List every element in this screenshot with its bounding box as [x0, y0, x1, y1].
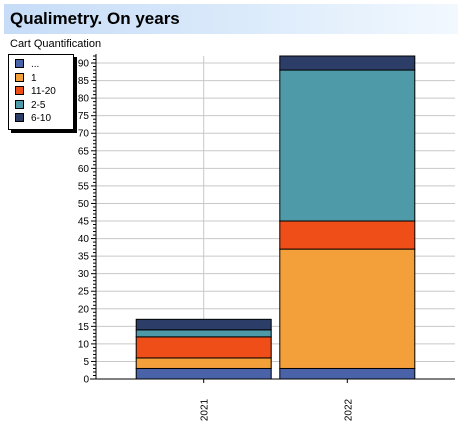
chart-subtitle: Cart Quantification — [10, 38, 102, 50]
legend-label: ... — [31, 59, 40, 70]
y-tick-label: 85 — [78, 76, 90, 87]
y-tick-label: 80 — [78, 94, 90, 105]
title-bar: Qualimetry. On years — [4, 4, 458, 34]
chart-legend: ... 1 11-20 2-5 6-10 — [8, 54, 74, 130]
y-tick-label: 25 — [78, 287, 90, 298]
bar-segment — [279, 69, 416, 222]
bar-segment — [135, 329, 272, 338]
bar-segment — [135, 336, 272, 359]
legend-swatch — [15, 72, 24, 82]
legend-item: 11-20 — [15, 86, 56, 98]
legend-item: ... — [15, 59, 39, 71]
y-tick-label: 50 — [78, 199, 90, 210]
legend-label: 6-10 — [31, 113, 52, 124]
chart-title: Qualimetry. On years — [10, 9, 180, 28]
legend-item: 6-10 — [15, 113, 51, 125]
legend-label: 1 — [31, 72, 37, 84]
x-tick-label: 2022 — [343, 398, 354, 421]
bar-segment — [135, 367, 272, 380]
legend-label: 11-20 — [31, 86, 56, 97]
legend-swatch — [15, 113, 24, 122]
y-tick-label: 35 — [78, 252, 90, 263]
y-tick-label: 10 — [78, 339, 90, 350]
y-tick-label: 70 — [78, 129, 90, 140]
y-tick-label: 15 — [78, 322, 90, 333]
bar-segment — [135, 318, 272, 331]
y-tick-label: 55 — [78, 181, 90, 192]
y-tick-label: 90 — [78, 59, 90, 70]
legend-swatch — [15, 99, 24, 109]
y-tick-label: 5 — [83, 357, 89, 368]
y-tick-label: 75 — [78, 111, 90, 122]
bar-segment — [279, 248, 416, 369]
bar-segment — [279, 55, 416, 71]
y-tick-label: 40 — [78, 234, 90, 245]
bar-segment — [279, 367, 416, 380]
y-tick-label: 60 — [78, 164, 90, 175]
y-tick-label: 0 — [83, 375, 89, 386]
x-tick-label: 2021 — [200, 398, 211, 421]
legend-swatch — [15, 59, 24, 68]
y-tick-label: 20 — [78, 304, 90, 315]
y-tick-label: 30 — [78, 269, 90, 280]
bar-segment — [279, 220, 416, 250]
legend-swatch — [15, 86, 24, 95]
legend-item: 1 — [15, 72, 37, 85]
legend-item: 2-5 — [15, 99, 46, 112]
y-tick-label: 65 — [78, 146, 90, 157]
legend-label: 2-5 — [31, 99, 46, 111]
bar-segment — [135, 357, 272, 369]
y-tick-label: 45 — [78, 217, 90, 228]
